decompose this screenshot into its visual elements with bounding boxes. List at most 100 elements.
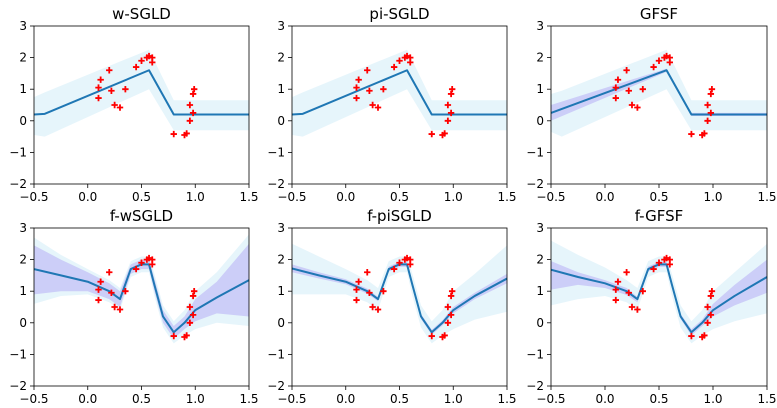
data-point xyxy=(366,289,373,296)
y-tick-label: −2 xyxy=(267,379,285,393)
data-point xyxy=(666,256,673,263)
data-point xyxy=(655,259,663,266)
data-point xyxy=(186,117,194,124)
data-point xyxy=(95,296,102,304)
data-point xyxy=(403,254,411,262)
data-point xyxy=(407,256,414,263)
y-tick-label: −1 xyxy=(267,347,285,361)
data-point xyxy=(650,265,657,273)
x-tick-label: 1.5 xyxy=(497,190,516,204)
y-tick-label: 2 xyxy=(277,51,285,65)
data-point xyxy=(122,288,129,295)
data-point xyxy=(353,286,360,293)
y-tick-label: 1 xyxy=(536,284,544,298)
data-point xyxy=(364,269,371,276)
data-point xyxy=(355,76,362,83)
y-tick-label: 3 xyxy=(277,19,285,33)
y-tick-label: −1 xyxy=(526,347,544,361)
data-point xyxy=(111,101,118,109)
data-point xyxy=(704,117,711,124)
x-tick-label: 1.0 xyxy=(703,392,722,406)
data-point xyxy=(612,296,619,304)
y-tick-label: −2 xyxy=(9,177,27,191)
data-point xyxy=(186,319,194,326)
uncertainty-band-outer xyxy=(551,240,767,344)
data-point xyxy=(628,303,636,311)
data-point xyxy=(447,311,455,319)
x-tick-label: 0.0 xyxy=(595,190,614,204)
y-tick-label: −2 xyxy=(526,379,544,393)
plot-area xyxy=(292,49,507,139)
subplot-title: f-wSGLD xyxy=(110,207,173,225)
data-point xyxy=(704,319,711,326)
data-point xyxy=(170,332,177,340)
x-tick-label: −0.5 xyxy=(536,392,565,406)
x-tick-label: −0.5 xyxy=(277,392,306,406)
y-tick-label: −1 xyxy=(267,145,285,159)
data-point xyxy=(407,54,414,61)
plot-area xyxy=(34,234,249,344)
x-tick-label: 0.5 xyxy=(132,190,151,204)
y-tick-label: 1 xyxy=(19,284,27,298)
data-point xyxy=(701,130,708,137)
data-point xyxy=(701,332,708,339)
subplot-title: f-piSGLD xyxy=(367,207,432,225)
data-point xyxy=(97,76,104,83)
data-point xyxy=(374,104,382,111)
x-tick-label: 0.0 xyxy=(336,392,355,406)
mean-line xyxy=(551,69,767,116)
data-point xyxy=(95,286,102,293)
data-point xyxy=(145,52,153,60)
data-point xyxy=(447,109,455,117)
data-point xyxy=(390,63,398,71)
data-point xyxy=(149,256,156,263)
data-point xyxy=(625,87,632,94)
data-point xyxy=(97,278,104,285)
data-point xyxy=(707,311,715,319)
data-point xyxy=(186,101,194,109)
data-point xyxy=(639,288,646,295)
y-tick-label: 2 xyxy=(536,253,544,267)
y-tick-label: 3 xyxy=(19,19,27,33)
data-point xyxy=(353,296,360,304)
data-point xyxy=(704,101,711,109)
data-point xyxy=(189,109,197,117)
uncertainty-band-inner xyxy=(292,261,507,335)
data-point xyxy=(108,289,115,296)
data-point xyxy=(170,130,177,138)
y-tick-label: 1 xyxy=(277,82,285,96)
subplot-0: −0.5 0.0 0.5 1.0 1.5 −2 −1 0 1 2 3 w-SGLD xyxy=(9,5,258,204)
y-tick-label: −2 xyxy=(526,177,544,191)
data-point xyxy=(353,94,360,102)
data-point xyxy=(614,278,622,285)
x-tick-label: −0.5 xyxy=(19,190,48,204)
subplot-4: −0.5 0.0 0.5 1.0 1.5 −2 −1 0 1 2 3 f-piSGLD xyxy=(267,207,516,406)
data-point xyxy=(708,288,716,295)
x-tick-label: 0.5 xyxy=(390,392,409,406)
data-point xyxy=(441,130,448,137)
data-point xyxy=(364,67,371,74)
x-tick-label: −0.5 xyxy=(277,190,306,204)
subplot-title: w-SGLD xyxy=(112,5,171,23)
data-point xyxy=(95,94,102,102)
data-point xyxy=(623,269,630,276)
x-tick-label: 0.0 xyxy=(336,190,355,204)
data-point xyxy=(138,57,145,64)
data-point xyxy=(428,130,435,138)
y-tick-label: 0 xyxy=(536,114,544,128)
data-point xyxy=(106,67,113,74)
x-tick-label: 1.5 xyxy=(239,392,258,406)
data-point xyxy=(396,259,403,266)
x-tick-label: −0.5 xyxy=(536,190,565,204)
y-tick-label: 1 xyxy=(19,82,27,96)
data-point xyxy=(190,86,198,93)
data-point xyxy=(707,90,715,98)
y-tick-label: −1 xyxy=(9,347,27,361)
subplot-title: pi-SGLD xyxy=(369,5,429,23)
y-tick-label: 1 xyxy=(536,82,544,96)
data-point xyxy=(149,54,156,61)
x-tick-label: 1.0 xyxy=(186,392,205,406)
data-point xyxy=(704,303,711,311)
data-point xyxy=(623,67,630,74)
